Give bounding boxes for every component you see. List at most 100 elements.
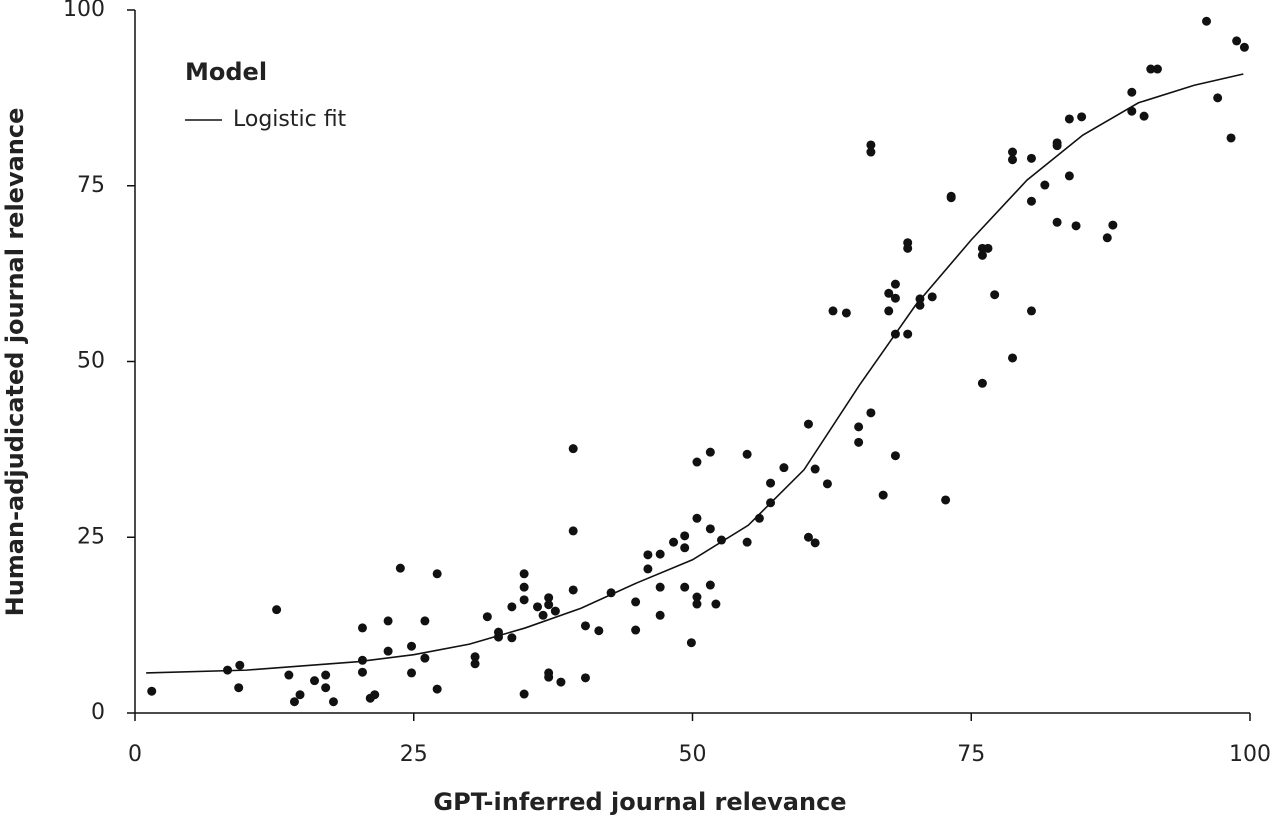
point [686, 638, 696, 648]
point [631, 597, 641, 607]
point [941, 495, 951, 505]
point [147, 686, 157, 696]
point [915, 300, 925, 310]
point [866, 147, 876, 157]
point [1026, 196, 1036, 206]
point [580, 621, 590, 631]
point [655, 610, 665, 620]
y-tick-label: 0 [91, 700, 105, 725]
point [370, 690, 380, 700]
point [946, 193, 956, 203]
point [680, 582, 690, 592]
point [1139, 111, 1149, 121]
point [890, 451, 900, 461]
point [1146, 64, 1156, 74]
point [1152, 64, 1162, 74]
point [711, 599, 721, 609]
point [568, 585, 578, 595]
point [357, 655, 367, 665]
point [1008, 147, 1018, 157]
point [420, 653, 430, 663]
point [538, 610, 548, 620]
point [1026, 306, 1036, 316]
point [395, 563, 405, 573]
point [519, 569, 529, 579]
point [884, 306, 894, 316]
x-axis-title: GPT-inferred journal relevance [433, 788, 846, 816]
point [580, 673, 590, 683]
y-axis-title: Human-adjudicated journal relevance [1, 108, 29, 617]
point [890, 279, 900, 289]
point [643, 564, 653, 574]
point [692, 513, 702, 523]
point [841, 308, 851, 318]
point [328, 697, 338, 707]
point [357, 623, 367, 633]
point [1040, 180, 1050, 190]
point [927, 292, 937, 302]
point [854, 437, 864, 447]
point [990, 290, 1000, 300]
point [1008, 353, 1018, 363]
point [1077, 112, 1087, 122]
point [568, 526, 578, 536]
point [866, 140, 876, 150]
point [803, 419, 813, 429]
point [235, 660, 245, 670]
point [680, 531, 690, 541]
y-tick-label: 100 [63, 0, 105, 22]
legend-title: Model [185, 58, 267, 86]
point [1127, 87, 1137, 97]
point [903, 243, 913, 253]
y-tick-label: 25 [77, 524, 105, 549]
point [519, 595, 529, 605]
point [854, 422, 864, 432]
point [742, 537, 752, 547]
point [420, 616, 430, 626]
point [289, 697, 299, 707]
point [866, 408, 876, 418]
point [383, 616, 393, 626]
point [533, 602, 543, 612]
point [1064, 114, 1074, 124]
legend-label: Logistic fit [233, 107, 347, 132]
point [828, 306, 838, 316]
point [295, 690, 305, 700]
point [321, 670, 331, 680]
point [810, 464, 820, 474]
point [507, 633, 517, 643]
point [432, 684, 442, 694]
x-tick-label: 100 [1229, 742, 1271, 767]
point [310, 676, 320, 686]
point [544, 600, 554, 610]
x-tick-label: 0 [128, 742, 142, 767]
point [1052, 217, 1062, 227]
point [1008, 155, 1018, 165]
point [705, 580, 715, 590]
x-tick-label: 75 [957, 742, 985, 767]
point [234, 683, 244, 693]
point [568, 444, 578, 454]
point [692, 599, 702, 609]
point [544, 593, 554, 603]
point [655, 582, 665, 592]
point [1226, 133, 1236, 143]
point [705, 447, 715, 457]
point [594, 626, 604, 636]
point [357, 667, 367, 677]
point [766, 478, 776, 488]
point [507, 602, 517, 612]
point [977, 378, 987, 388]
point [1102, 233, 1112, 243]
point [1071, 221, 1081, 231]
point [884, 288, 894, 298]
point [284, 670, 294, 680]
point [1026, 153, 1036, 163]
x-tick-label: 25 [400, 742, 428, 767]
point [692, 457, 702, 467]
point [669, 537, 679, 547]
point [407, 641, 417, 651]
point [779, 463, 789, 473]
point [1213, 93, 1223, 103]
